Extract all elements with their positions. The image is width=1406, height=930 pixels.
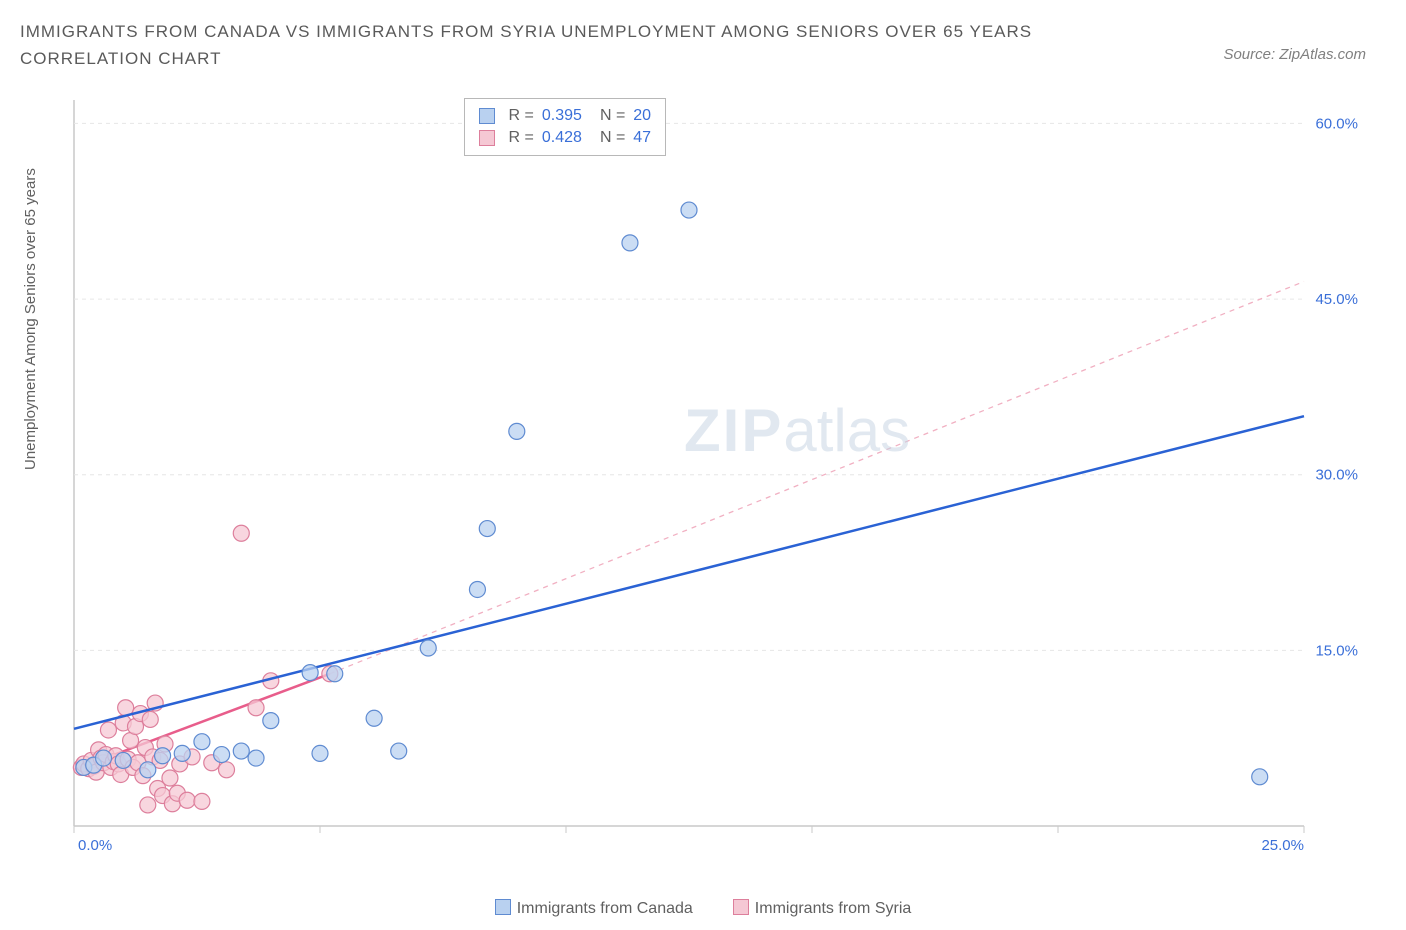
stats-swatch <box>479 130 495 146</box>
stats-swatch <box>479 108 495 124</box>
stats-r-value: 0.428 <box>542 129 582 147</box>
stats-r-label: R = <box>509 107 534 125</box>
stats-n-value: 47 <box>633 129 651 147</box>
svg-text:25.0%: 25.0% <box>1261 837 1304 854</box>
legend-label: Immigrants from Syria <box>755 900 911 917</box>
stats-n-label: N = <box>600 107 625 125</box>
correlation-stats-box: R = 0.395 N = 20 R = 0.428 N = 47 <box>464 98 667 156</box>
svg-text:60.0%: 60.0% <box>1315 115 1358 132</box>
chart-title: IMMIGRANTS FROM CANADA VS IMMIGRANTS FRO… <box>20 18 1120 72</box>
svg-text:30.0%: 30.0% <box>1315 467 1358 484</box>
stats-row: R = 0.395 N = 20 <box>479 105 652 127</box>
stats-r-value: 0.395 <box>542 107 582 125</box>
y-axis-label: Unemployment Among Seniors over 65 years <box>22 168 39 470</box>
legend-label: Immigrants from Canada <box>517 900 693 917</box>
chart-container: 15.0%30.0%45.0%60.0%0.0%25.0% ZIPatlas R… <box>64 96 1374 856</box>
bottom-legend: Immigrants from Canada Immigrants from Sy… <box>0 899 1406 918</box>
legend-swatch <box>733 899 749 915</box>
source-attribution: Source: ZipAtlas.com <box>1223 46 1366 63</box>
svg-text:15.0%: 15.0% <box>1315 642 1358 659</box>
stats-n-label: N = <box>600 129 625 147</box>
legend-swatch <box>495 899 511 915</box>
svg-text:45.0%: 45.0% <box>1315 291 1358 308</box>
stats-row: R = 0.428 N = 47 <box>479 127 652 149</box>
stats-r-label: R = <box>509 129 534 147</box>
svg-text:0.0%: 0.0% <box>78 837 112 854</box>
stats-n-value: 20 <box>633 107 651 125</box>
scatter-chart: 15.0% 30.0% 45.0% 60.0% 0.0% 25.0% <box>64 96 1374 856</box>
